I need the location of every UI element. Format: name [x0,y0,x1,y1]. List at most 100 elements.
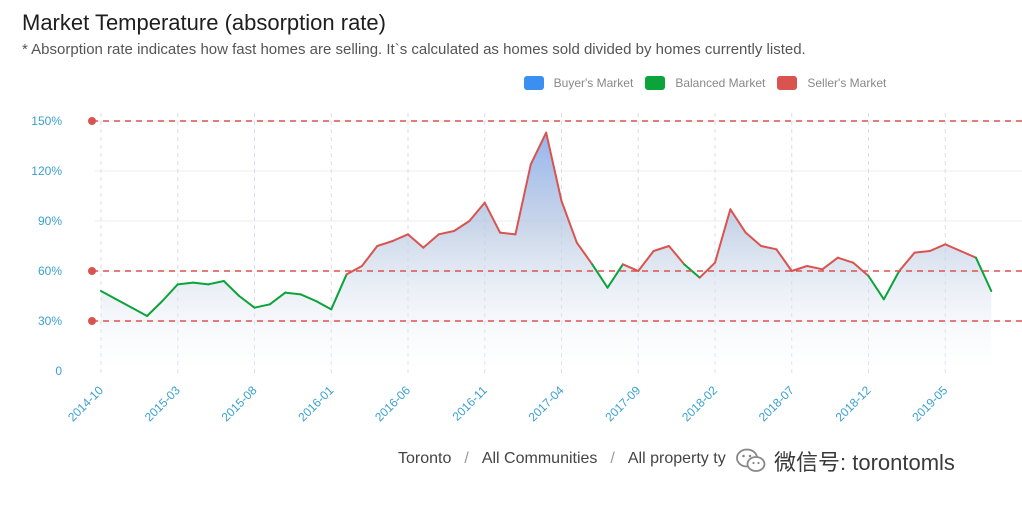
balanced-line-segment [130,306,149,317]
seller-line-segment [529,131,548,166]
x-tick-label: 2018-02 [679,383,720,424]
balanced-line-segment [115,298,133,309]
y-tick-label: 30% [38,314,62,328]
seller-line-segment [944,243,962,252]
seller-line-segment [621,263,640,272]
x-tick-label: 2015-03 [142,383,183,424]
x-tick-label: 2016-01 [295,383,336,424]
chart-legend: Buyer's Market Balanced Market Seller's … [0,74,1022,92]
seller-line-segment [898,251,916,272]
balanced-line-segment [606,263,624,289]
x-tick-label: 2016-06 [372,383,413,424]
x-tick-label: 2017-09 [602,383,643,424]
x-tick-label: 2017-04 [526,383,567,424]
balanced-line-segment [314,300,333,311]
x-tick-label: 2019-05 [909,383,950,424]
seller-line-segment [836,256,855,264]
seller-line-segment [437,230,456,236]
balanced-line-segment [207,280,225,286]
threshold-marker [88,267,96,275]
seller-line-segment [468,201,486,222]
seller-line-segment [422,233,440,249]
legend-item-buyer[interactable]: Buyer's Market [523,74,634,92]
seller-line-segment [806,265,824,271]
legend-label-buyer: Buyer's Market [553,76,634,90]
seller-line-segment [729,208,747,234]
threshold-marker [88,117,96,125]
seller-line-segment [821,256,839,271]
balanced-line-segment [238,295,256,309]
seller-line-segment [959,250,977,259]
seller-line-segment [345,265,363,276]
y-tick-label: 90% [38,214,62,228]
balanced-line-segment [146,300,164,317]
seller-line-segment [698,261,716,279]
seller-line-segment [407,233,425,249]
breadcrumb: Toronto / All Communities / All property… [398,450,726,468]
balanced-line-segment [974,256,993,292]
area-fill [101,132,992,371]
legend-label-seller: Seller's Market [807,76,887,90]
balanced-line-segment [882,270,901,301]
x-tick-label: 2014-10 [65,383,106,424]
legend-swatch-balanced [645,76,666,90]
balanced-line-segment [161,283,179,302]
breadcrumb-separator: / [610,450,615,467]
balanced-line-segment [867,275,885,301]
x-tick-label: 2016-11 [449,383,490,424]
y-tick-label: 120% [31,164,62,178]
watermark-text: 微信号: torontomls [774,450,955,475]
seller-line-segment [714,208,732,264]
seller-line-segment [499,231,517,236]
seller-line-segment [744,231,763,247]
breadcrumb-city[interactable]: Toronto [398,450,452,467]
seller-line-segment [928,243,947,252]
breadcrumb-separator: / [464,450,469,467]
x-tick-label: 2015-08 [219,383,260,424]
chart-title: Market Temperature (absorption rate) [22,10,386,35]
seller-line-segment [560,200,578,244]
balanced-line-segment [192,281,210,286]
seller-line-segment [913,250,931,254]
seller-line-segment [652,245,670,252]
wechat-watermark: 微信号: torontomls [732,444,961,478]
seller-line-segment [376,240,394,247]
x-tick-label: 2018-12 [833,383,874,424]
threshold-marker [88,317,96,325]
balanced-line-segment [222,280,241,297]
balanced-line-segment [330,273,348,311]
breadcrumb-community[interactable]: All Communities [481,450,598,467]
seller-line-segment [360,245,379,267]
seller-line-segment [790,265,809,272]
breadcrumb-property-type[interactable]: All property ty [627,450,726,467]
legend-item-seller[interactable]: Seller's Market [777,74,886,92]
seller-line-segment [575,241,594,266]
y-tick-label: 150% [31,114,62,128]
chart-subtitle: * Absorption rate indicates how fast hom… [22,41,806,58]
y-tick-label: 60% [38,264,62,278]
balanced-line-segment [299,293,317,302]
seller-line-segment [514,163,532,236]
balanced-line-segment [176,281,195,286]
seller-line-segment [667,245,686,266]
balanced-line-segment [268,291,287,306]
y-tick-label: 0 [55,364,62,378]
x-tick-label: 2018-07 [756,383,797,424]
legend-swatch-buyer [523,76,544,90]
balanced-line-segment [591,263,609,289]
legend-item-balanced[interactable]: Balanced Market [645,74,765,92]
seller-line-segment [760,245,778,251]
seller-line-segment [391,233,409,242]
balanced-line-segment [284,291,302,296]
seller-line-segment [545,131,563,202]
seller-line-segment [852,261,870,277]
legend-swatch-seller [777,76,798,90]
balanced-line-segment [253,303,271,309]
seller-line-segment [637,250,655,272]
wechat-icon [736,448,766,472]
seller-line-segment [453,220,471,232]
seller-line-segment [775,248,793,272]
legend-label-balanced: Balanced Market [675,76,766,90]
seller-line-segment [483,201,502,234]
